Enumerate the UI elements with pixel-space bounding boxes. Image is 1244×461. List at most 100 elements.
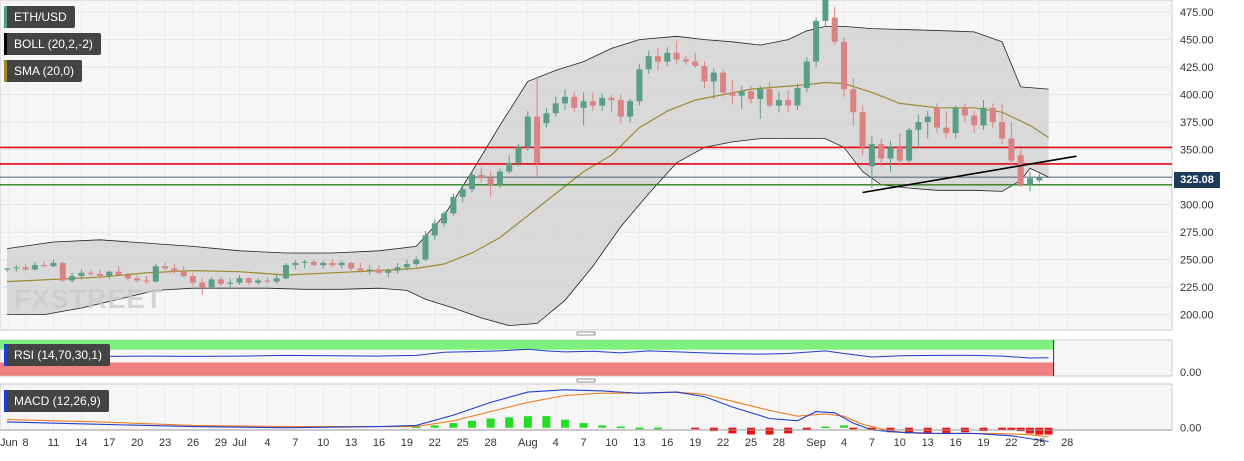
candle-body	[515, 147, 522, 163]
macd-histogram-bar	[654, 427, 662, 430]
time-tick-label: 19	[977, 437, 989, 449]
candle-body	[22, 267, 29, 270]
resize-handle-2	[576, 378, 596, 383]
price-tick-label: 350.00	[1180, 145, 1214, 157]
candle-body	[924, 116, 931, 123]
macd-histogram-bar	[430, 425, 439, 428]
candle-body	[478, 174, 485, 179]
candle-body	[366, 269, 373, 271]
candle-body	[766, 89, 773, 106]
candle-body	[589, 101, 596, 106]
legend-sma[interactable]: SMA (20,0)	[4, 60, 83, 82]
candle-body	[934, 107, 940, 128]
candle-body	[1036, 177, 1043, 181]
candle-body	[273, 278, 280, 282]
candle-body	[580, 101, 587, 108]
time-tick-label: 4	[553, 437, 559, 449]
candle-body	[878, 144, 885, 159]
macd-histogram-bar	[1007, 427, 1016, 430]
candle-body	[701, 66, 708, 82]
candle-body	[264, 280, 271, 282]
rsi-oversold-zone	[0, 362, 1054, 376]
time-tick-label: 19	[401, 437, 413, 449]
candle-body	[961, 107, 968, 116]
candle-body	[738, 91, 745, 96]
candle-body	[664, 52, 671, 62]
macd-histogram-bar	[923, 427, 932, 434]
candle-body	[394, 267, 401, 271]
candle-body	[431, 223, 438, 236]
time-tick-label: 26	[187, 437, 199, 449]
candle-body	[617, 100, 624, 117]
candle-body	[171, 268, 178, 272]
candle-body	[896, 147, 903, 161]
macd-histogram-bar	[635, 427, 644, 430]
time-tick-label: 16	[949, 437, 961, 449]
candle-body	[785, 100, 792, 106]
pair-swatch	[4, 6, 7, 28]
time-tick-label: 23	[159, 437, 171, 449]
price-tick-label: 250.00	[1180, 255, 1214, 267]
candle-body	[803, 61, 810, 88]
price-tick-label: 225.00	[1180, 282, 1214, 294]
rsi-swatch	[4, 344, 7, 366]
candle-body	[887, 147, 894, 159]
time-tick-label: 25	[745, 437, 757, 449]
candle-body	[180, 271, 187, 277]
macd-histogram-bar	[998, 427, 1007, 430]
time-tick-label: 28	[484, 437, 496, 449]
candle-body	[441, 213, 448, 224]
rsi-line	[6, 348, 1049, 359]
candle-body	[645, 56, 652, 70]
legend-macd-text: MACD (12,26,9)	[14, 394, 101, 408]
candle-body	[980, 107, 987, 126]
macd-histogram-bar	[505, 417, 514, 428]
legend-rsi[interactable]: RSI (14,70,30,1)	[4, 344, 111, 366]
candle-body	[599, 97, 606, 106]
time-tick-label: Aug	[518, 437, 538, 449]
candle-body	[636, 69, 643, 102]
candle-body	[831, 17, 838, 42]
time-tick-label: Sep	[806, 437, 826, 449]
legend-pair[interactable]: ETH/USD	[4, 6, 75, 28]
candle-body	[245, 278, 252, 283]
time-tick-label: 4	[264, 437, 270, 449]
macd-swatch	[4, 390, 7, 412]
legend-macd[interactable]: MACD (12,26,9)	[4, 390, 109, 412]
candle-body	[422, 235, 429, 260]
candle-body	[971, 115, 978, 126]
macd-histogram-bar	[523, 416, 532, 428]
time-tick-label: 13	[345, 437, 357, 449]
price-tick-label: 475.00	[1180, 7, 1214, 19]
price-tick-label: 300.00	[1180, 200, 1214, 212]
horizontal-levels	[0, 146, 1172, 186]
candle-body	[152, 266, 159, 282]
price-tick-label: 275.00	[1180, 227, 1214, 239]
candle-body	[59, 262, 66, 281]
time-tick-label: 10	[317, 437, 329, 449]
macd-histogram-bar	[942, 427, 951, 434]
rsi-panel: 0.00	[0, 339, 1201, 379]
legend-boll[interactable]: BOLL (20,2,-2)	[4, 33, 101, 55]
time-tick-label: 16	[661, 437, 673, 449]
macd-histogram-bar	[1016, 427, 1025, 432]
macd-histogram-bar	[867, 427, 876, 430]
bollinger-lower	[7, 138, 1049, 327]
candle-body	[524, 116, 531, 148]
overlays	[576, 155, 1077, 383]
macd-histogram-bar	[579, 423, 588, 428]
time-tick-label: 25	[457, 437, 469, 449]
candle-body	[78, 272, 85, 277]
macd-histogram-bar	[598, 425, 607, 428]
candle-body	[283, 265, 289, 279]
macd-histogram-bar	[747, 427, 755, 435]
candle-body	[50, 262, 57, 267]
candle-body	[534, 116, 541, 163]
candle-body	[134, 278, 141, 281]
time-tick-label: 7	[869, 437, 875, 449]
candle-body	[757, 89, 764, 99]
time-tick-label: 10	[605, 437, 617, 449]
macd-histogram-bar	[840, 425, 848, 428]
candle-body	[143, 280, 150, 282]
